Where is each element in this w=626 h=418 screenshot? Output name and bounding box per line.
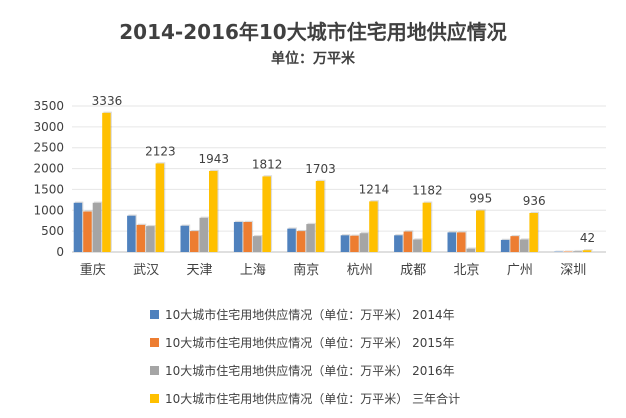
data-label: 1812 [252, 157, 283, 171]
y-tick-label: 3000 [33, 120, 64, 134]
y-tick-label: 2500 [33, 141, 64, 155]
bar [350, 235, 359, 252]
x-tick-label: 南京 [293, 262, 319, 278]
bar [413, 239, 422, 252]
data-label: 995 [469, 191, 492, 205]
bar [73, 202, 83, 252]
chart-subtitle: 单位：万平米 [271, 51, 355, 67]
bar [102, 112, 111, 252]
bar [359, 233, 369, 252]
x-tick-label: 广州 [507, 263, 533, 278]
bar [340, 235, 350, 252]
y-tick-label: 1000 [33, 203, 64, 217]
y-tick-label: 500 [41, 224, 64, 238]
bar [92, 202, 102, 252]
data-label: 3336 [92, 94, 123, 108]
bar [296, 231, 306, 252]
bar [243, 221, 252, 252]
x-tick-label: 成都 [400, 263, 426, 278]
bar [500, 239, 510, 252]
bar [394, 235, 403, 252]
data-label: 936 [523, 194, 546, 208]
bar [315, 180, 325, 252]
bar [447, 232, 456, 252]
x-tick-label: 深圳 [560, 263, 586, 278]
legend-swatch [150, 393, 159, 403]
bar [190, 231, 199, 252]
bar [146, 226, 155, 252]
legend-entry: 10大城市住宅用地供应情况（单位：万平米） 三年合计 [150, 384, 570, 412]
bar [573, 251, 582, 252]
legend: 10大城市住宅用地供应情况（单位：万平米） 2014年 10大城市住宅用地供应情况… [150, 300, 570, 412]
y-tick-label: 3500 [33, 99, 64, 113]
bar [582, 250, 592, 252]
data-label: 1214 [359, 182, 390, 196]
x-tick-label: 上海 [240, 263, 266, 278]
y-tick-label: 2000 [33, 162, 64, 176]
bar-shadow [574, 249, 583, 251]
legend-entry: 10大城市住宅用地供应情况（单位：万平米） 2015年 [150, 328, 570, 356]
bar [519, 239, 529, 252]
data-label: 1703 [305, 162, 336, 176]
data-label: 1943 [198, 152, 229, 166]
bar [136, 224, 146, 252]
legend-swatch [150, 309, 159, 319]
bar [262, 176, 271, 252]
y-tick-label: 1500 [33, 182, 64, 196]
bar-shadow [584, 249, 593, 251]
bar [233, 221, 243, 252]
bar [252, 236, 262, 252]
bar [457, 232, 466, 252]
x-tick-label: 北京 [453, 263, 479, 278]
x-tick-label: 重庆 [80, 262, 106, 278]
bar [199, 217, 208, 252]
bar [476, 210, 485, 252]
data-label: 1182 [412, 184, 443, 198]
bar [529, 212, 538, 252]
bar [83, 211, 92, 252]
legend-label: 10大城市住宅用地供应情况（单位：万平米） 2016年 [165, 363, 455, 378]
legend-label: 10大城市住宅用地供应情况（单位：万平米） 三年合计 [165, 391, 461, 406]
bar [306, 224, 315, 252]
bar [466, 248, 475, 252]
legend-entry: 10大城市住宅用地供应情况（单位：万平米） 2014年 [150, 300, 570, 328]
bar-shadow [565, 250, 574, 251]
legend-swatch [150, 337, 159, 347]
x-tick-label: 天津 [186, 263, 212, 278]
bar [510, 236, 519, 252]
y-tick-label: 0 [56, 245, 64, 259]
bar [287, 228, 296, 252]
bar [209, 170, 218, 252]
bar [563, 251, 573, 252]
legend-label: 10大城市住宅用地供应情况（单位：万平米） 2014年 [165, 307, 455, 322]
bar [369, 201, 378, 252]
legend-entry: 10大城市住宅用地供应情况（单位：万平米） 2016年 [150, 356, 570, 384]
bar [403, 231, 413, 252]
chart-title: 2014-2016年10大城市住宅用地供应情况 [119, 20, 507, 44]
bar [155, 163, 165, 252]
x-tick-label: 武汉 [133, 263, 159, 278]
data-label: 42 [580, 231, 595, 245]
data-label: 2123 [145, 144, 176, 158]
legend-swatch [150, 365, 159, 375]
bar [422, 202, 432, 252]
bar [127, 215, 136, 252]
x-tick-label: 杭州 [347, 263, 373, 278]
legend-label: 10大城市住宅用地供应情况（单位：万平米） 2015年 [165, 335, 455, 350]
bar [180, 225, 189, 252]
